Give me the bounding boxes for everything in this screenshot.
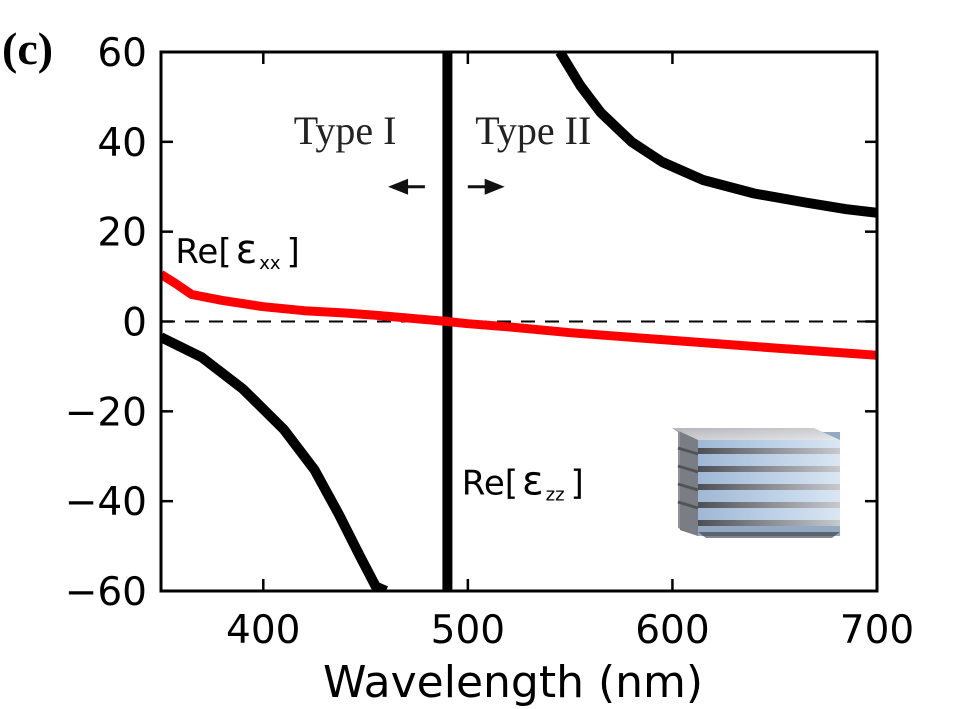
y-tick-label: 40 [97, 121, 147, 166]
epsilon-symbol: ε [522, 458, 544, 504]
x-tick-label: 500 [431, 608, 505, 653]
annotation-type2: Type II [475, 108, 591, 153]
arrow-type2-head [484, 178, 505, 195]
x-tick-label: 700 [840, 608, 914, 653]
y-tick-label: −20 [65, 390, 147, 435]
x-tick-label: 400 [226, 608, 300, 653]
x-axis-label: Wavelength (nm) [323, 657, 703, 708]
annotation-subscript: xx [259, 253, 281, 274]
y-tick-label: 60 [97, 31, 147, 76]
x-tick-label: 600 [635, 608, 709, 653]
annotation-type1: Type I [294, 108, 397, 153]
series-group [161, 52, 877, 591]
panel-label: (c) [2, 23, 53, 74]
annotation-bracket: ] [571, 463, 584, 503]
series-line-0 [161, 332, 389, 591]
epsilon-symbol: ε [236, 227, 258, 273]
y-tick-label: 0 [122, 301, 147, 346]
annotation-prefix: Re[ [175, 232, 231, 272]
annotation-bracket: ] [287, 232, 300, 272]
y-tick-label: −40 [65, 480, 147, 525]
annotation-eps-zz: Re[ε zz] [462, 458, 584, 505]
arrow-type1-head [388, 178, 409, 195]
annotation-eps-xx: Re[ε xx] [175, 227, 299, 274]
y-tick-label: −60 [65, 570, 147, 615]
plot-area: 60 40 20 0 −20 −40 −60 400 500 600 700 Wavelength (… [65, 31, 915, 708]
y-tick-label: 20 [97, 211, 147, 256]
annotation-subscript: zz [546, 484, 565, 505]
annotation-prefix: Re[ [462, 463, 518, 503]
multilayer-stack-icon [672, 428, 840, 538]
series-line-3 [161, 270, 877, 360]
series-line-2 [555, 52, 877, 218]
